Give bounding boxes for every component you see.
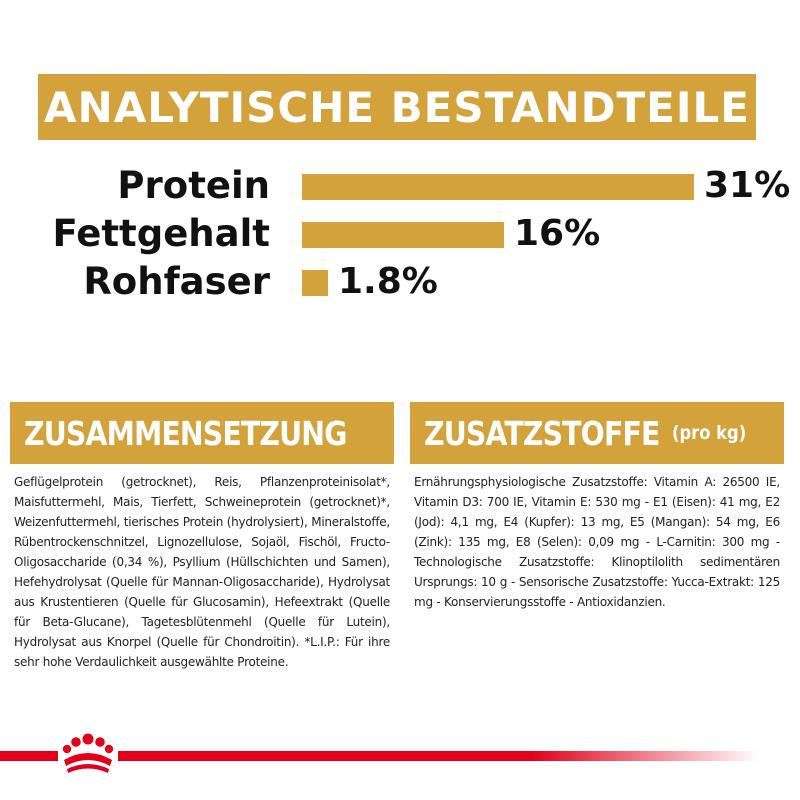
composition-header: ZUSAMMENSETZUNG (10, 402, 394, 464)
analysis-bar (302, 270, 328, 296)
analysis-label: Fettgehalt (52, 212, 270, 255)
analysis-value: 1.8% (338, 261, 438, 302)
additives-title: ZUSATZSTOFFE (424, 413, 660, 453)
analysis-value: 16% (514, 213, 601, 254)
analysis-value: 31% (704, 165, 791, 206)
brand-stripe (0, 751, 760, 761)
analysis-row-protein: Protein 31% (0, 162, 800, 210)
analysis-chart: Protein 31% Fettgehalt 16% Rohfaser 1.8% (0, 160, 800, 310)
additives-section: ZUSATZSTOFFE (pro kg) Ernährungsphysiolo… (410, 402, 784, 732)
analysis-bar (302, 222, 504, 248)
royal-canin-crown-icon (58, 730, 118, 780)
analysis-row-fettgehalt: Fettgehalt 16% (0, 210, 800, 258)
additives-title-suffix: (pro kg) (671, 422, 747, 444)
analysis-row-rohfaser: Rohfaser 1.8% (0, 258, 800, 306)
composition-title: ZUSAMMENSETZUNG (24, 413, 347, 453)
additives-text: Ernährungsphysiologische Zusatzstoffe: V… (414, 475, 780, 609)
composition-section: ZUSAMMENSETZUNG Geflügelprotein (getrock… (10, 402, 394, 732)
analysis-label: Protein (117, 164, 270, 207)
header-banner: ANALYTISCHE BESTANDTEILE (38, 74, 756, 140)
composition-text: Geflügelprotein (getrocknet), Reis, Pfla… (14, 475, 390, 669)
analysis-bar (302, 174, 694, 200)
analysis-label: Rohfaser (83, 260, 270, 303)
page-title: ANALYTISCHE BESTANDTEILE (44, 82, 750, 132)
additives-header: ZUSATZSTOFFE (pro kg) (410, 402, 784, 464)
